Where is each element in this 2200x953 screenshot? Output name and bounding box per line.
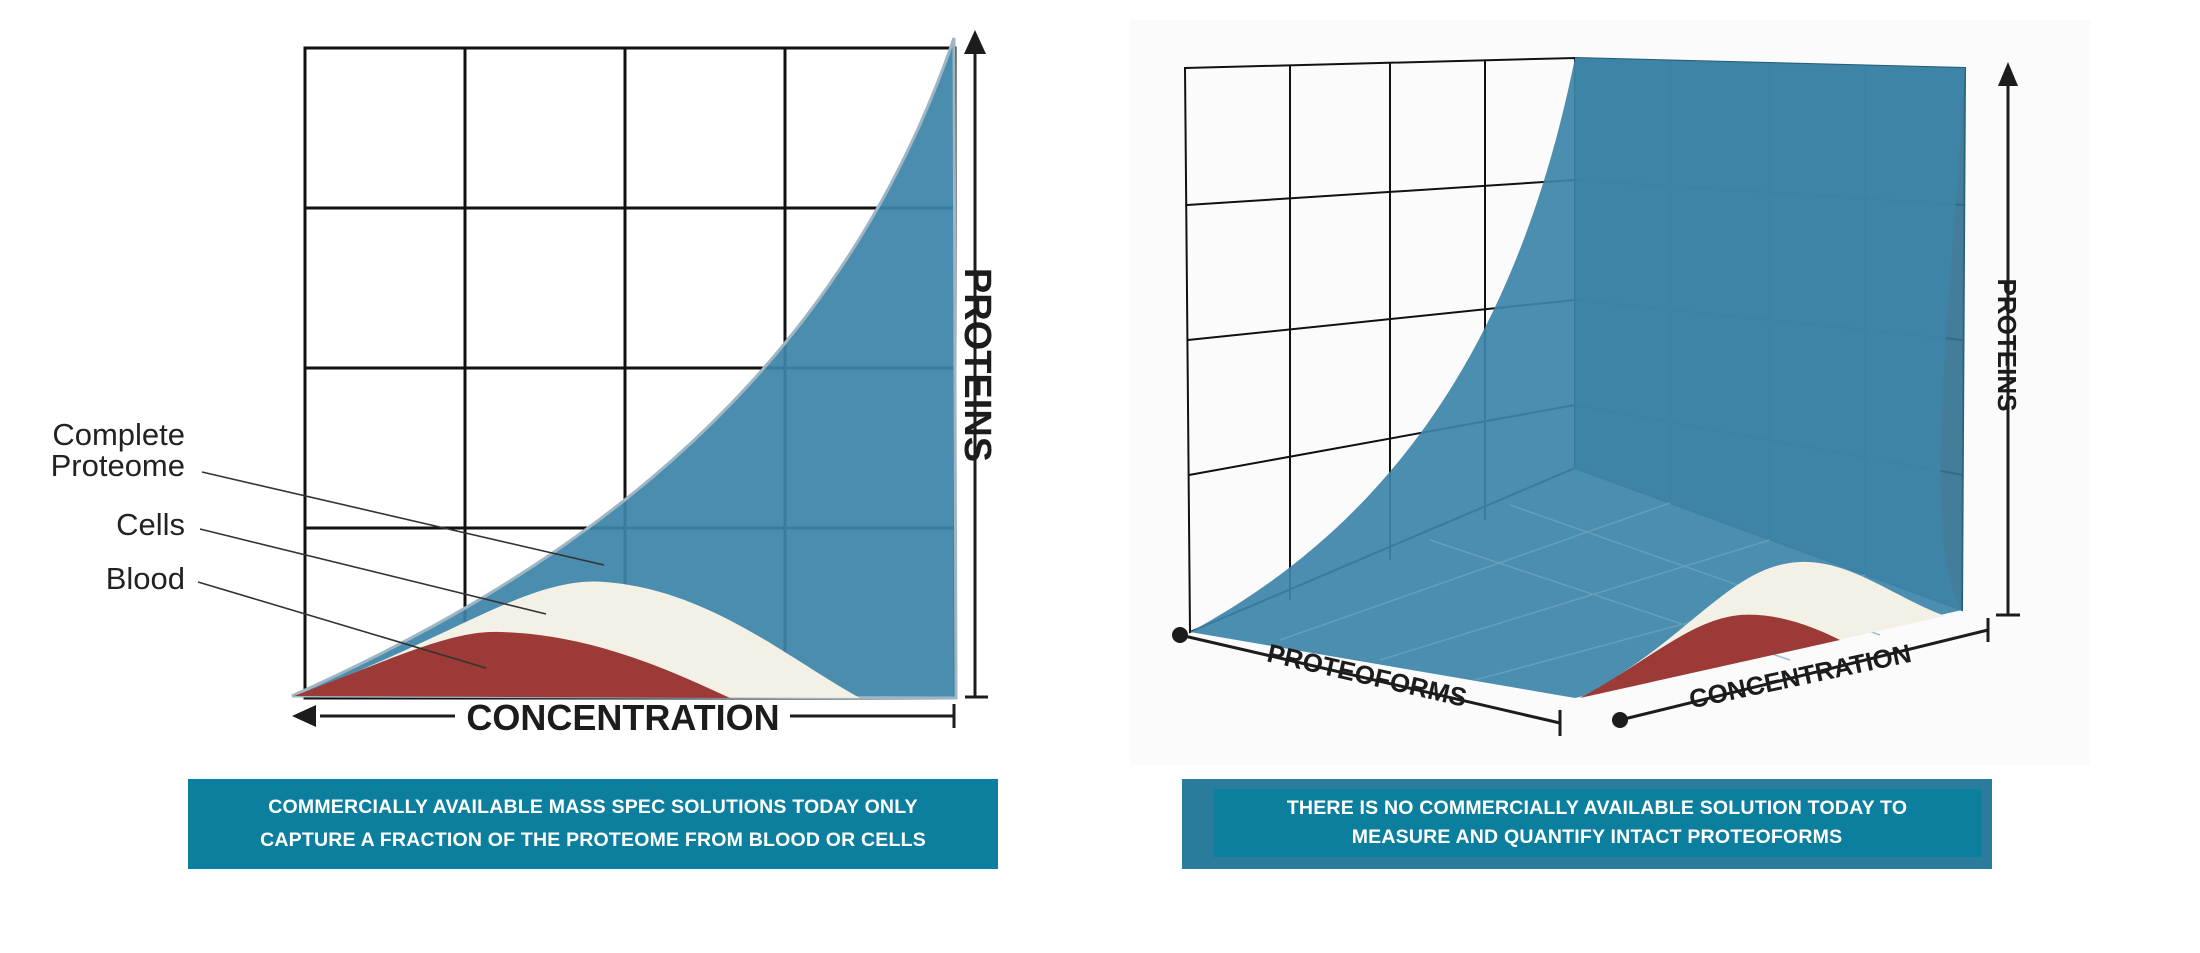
left-y-axis xyxy=(964,30,988,699)
label-complete-proteome-line2: Proteome xyxy=(51,448,185,483)
caption-right: THERE IS NO COMMERCIALLY AVAILABLE SOLUT… xyxy=(1213,789,1981,857)
arrow-up-icon xyxy=(1998,62,2018,86)
caption-left-line1: COMMERCIALLY AVAILABLE MASS SPEC SOLUTIO… xyxy=(268,796,918,818)
left-y-axis-title: PROTEINS xyxy=(956,268,998,462)
axis-origin-dot-icon xyxy=(1612,712,1628,728)
label-blood: Blood xyxy=(106,561,185,596)
axis-origin-dot-icon xyxy=(1172,627,1188,643)
label-cells: Cells xyxy=(116,507,185,542)
blood-area xyxy=(294,631,730,698)
caption-left: COMMERCIALLY AVAILABLE MASS SPEC SOLUTIO… xyxy=(188,779,998,869)
right-y-axis xyxy=(1996,62,2020,617)
arrow-up-icon xyxy=(964,30,986,54)
caption-left-line2: CAPTURE A FRACTION OF THE PROTEOME FROM … xyxy=(260,829,926,851)
arrow-left-icon xyxy=(292,705,316,727)
left-diagram: PROTEINS CONCENTRATION Complete Proteome… xyxy=(30,20,1010,740)
right-y-axis-title: PROTEINS xyxy=(1992,279,2022,412)
blood-surface xyxy=(1580,614,1840,698)
left-leader-lines xyxy=(197,471,605,669)
left-x-axis xyxy=(292,704,956,728)
left-x-axis-title: CONCENTRATION xyxy=(466,697,779,738)
right-diagram: PROTEINS PROTEOFORMS CONCENTRATION xyxy=(1130,20,2090,765)
caption-right-line2: MEASURE AND QUANTIFY INTACT PROTEOFORMS xyxy=(1351,826,1843,848)
right-diagram-svg: PROTEINS PROTEOFORMS CONCENTRATION xyxy=(1172,56,2022,736)
proteome-surface xyxy=(1190,58,1965,698)
right-x-axis xyxy=(1172,627,1562,736)
right-floor-grid xyxy=(1279,502,1881,681)
complete-proteome-area xyxy=(291,37,958,700)
caption-right-line1: THERE IS NO COMMERCIALLY AVAILABLE SOLUT… xyxy=(1286,797,1908,819)
right-z-axis xyxy=(1612,618,1990,728)
left-diagram-svg: PROTEINS CONCENTRATION Complete Proteome… xyxy=(51,30,998,738)
label-complete-proteome-line1: Complete xyxy=(52,417,185,452)
